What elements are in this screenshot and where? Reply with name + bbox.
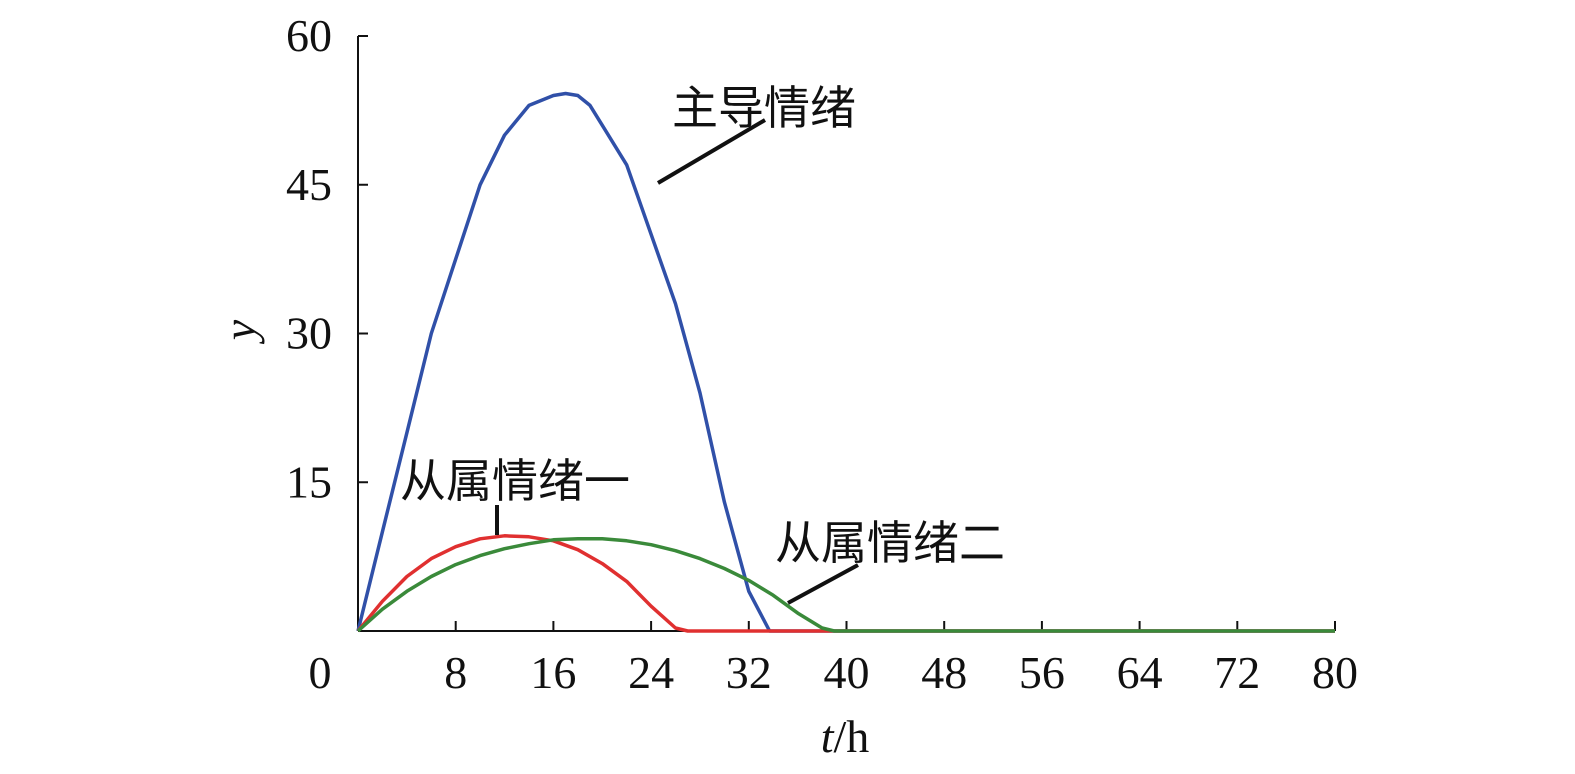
y-tick-label: 30	[286, 308, 332, 359]
x-tick-label: 32	[726, 647, 772, 698]
x-axis-title: t/h	[821, 711, 870, 762]
x-axis-title-unit: /h	[834, 711, 870, 762]
series-line-3	[356, 537, 1335, 633]
series-group	[356, 91, 1335, 633]
x-tick-label: 24	[628, 647, 674, 698]
x-tick-label: 48	[921, 647, 967, 698]
x-tick-label: 80	[1312, 647, 1358, 698]
annotation-label-3: 从属情绪二	[775, 516, 1005, 570]
x-tick-label: 16	[530, 647, 576, 698]
x-tick-label: 8	[444, 647, 467, 698]
series-line-1	[356, 91, 1335, 633]
y-axis-title: y	[214, 319, 265, 344]
annotation-leader-1	[656, 118, 767, 185]
x-tick-label: 72	[1214, 647, 1260, 698]
y-tick-label: 60	[286, 10, 332, 61]
x-tick-label: 64	[1117, 647, 1163, 698]
annotation-label-1: 主导情绪	[672, 81, 856, 135]
x-tick-label: 40	[824, 647, 870, 698]
x-axis-title-variable: t	[821, 711, 835, 762]
series-line-2	[356, 534, 1335, 633]
x-tick-label: 56	[1019, 647, 1065, 698]
annotation-leader-3	[787, 563, 859, 605]
y-tick-label: 15	[286, 456, 332, 507]
y-tick-label: 45	[286, 159, 332, 210]
annotation-label-2: 从属情绪一	[400, 454, 630, 508]
x-tick-label: 0	[309, 647, 332, 698]
axes: 0 8 16 24 32 40 48 56 64 72 80 15 30 45 60	[286, 10, 1358, 698]
